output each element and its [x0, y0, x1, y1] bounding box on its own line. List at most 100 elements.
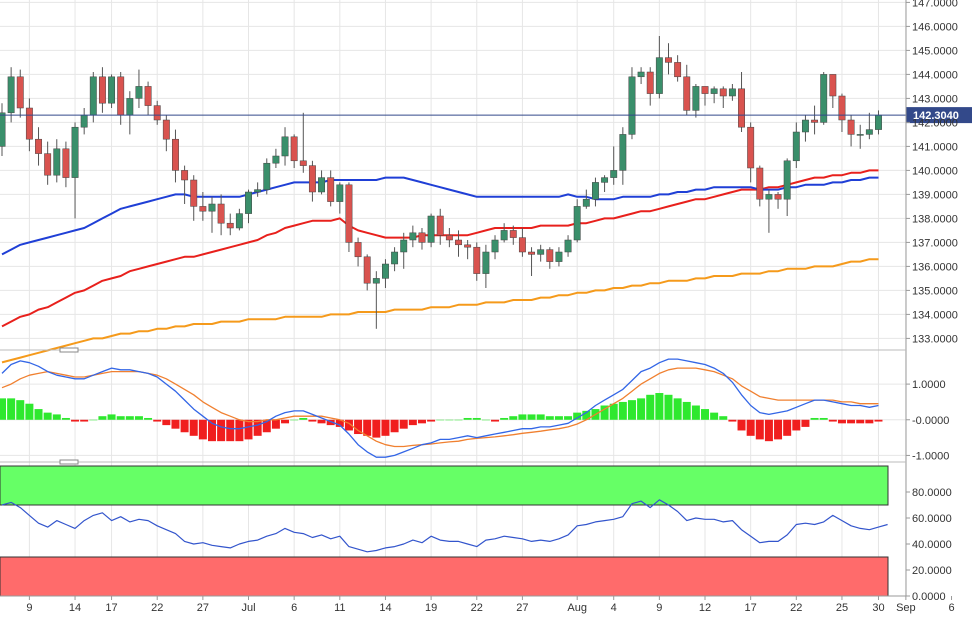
macd-histogram-bar: [153, 419, 162, 422]
candle-body: [80, 114, 88, 128]
candle-body: [308, 165, 316, 193]
macd-histogram-bar: [34, 409, 43, 420]
candle-body: [263, 162, 271, 190]
macd-histogram-bar: [98, 416, 107, 420]
candle-body: [774, 194, 782, 200]
macd-histogram-bar: [107, 414, 116, 420]
candle-body: [491, 239, 499, 253]
macd-histogram-bar: [655, 393, 664, 420]
candle-body: [226, 222, 234, 229]
candle-body: [875, 114, 882, 130]
candle-body: [98, 76, 106, 104]
candle-body: [7, 76, 15, 114]
macd-histogram-bar: [354, 419, 363, 435]
macd-histogram-bar: [865, 419, 874, 424]
macd-histogram-bar: [737, 419, 746, 431]
x-tick-label: 9: [26, 602, 32, 614]
y-tick-label: 147.0000: [912, 0, 958, 9]
candle-body: [738, 88, 745, 128]
candle-body: [518, 237, 526, 253]
x-tick-label: 22: [790, 602, 802, 614]
candle-body: [254, 189, 262, 193]
candle-body: [382, 263, 389, 279]
candle-body: [865, 129, 873, 135]
candle-body: [71, 126, 79, 178]
x-tick-label: 27: [516, 602, 528, 614]
macd-histogram-bar: [80, 419, 89, 422]
rsi-y-tick-label: 20.0000: [912, 565, 952, 577]
macd-histogram-bar: [746, 419, 755, 436]
macd-histogram-bar: [691, 405, 700, 420]
candle-body: [792, 131, 800, 162]
candle-body: [427, 215, 435, 243]
macd-histogram-bar: [7, 398, 16, 420]
macd-histogram-bar: [491, 419, 500, 422]
macd-histogram-bar: [363, 419, 372, 436]
panel-dividers[interactable]: [0, 347, 906, 465]
candle-body: [509, 230, 517, 238]
macd-histogram-bar: [125, 416, 134, 420]
x-tick-label: 6: [948, 602, 954, 614]
candle-body: [400, 239, 408, 253]
x-tick-label: 9: [656, 602, 662, 614]
candle-body: [153, 105, 161, 121]
candle-body: [372, 278, 380, 284]
candle-body: [62, 148, 70, 178]
x-tick-label: 27: [197, 602, 209, 614]
candle-body: [820, 74, 828, 123]
candle-body: [801, 119, 809, 133]
ma-red-line: [1, 169, 879, 328]
macd-histogram-bar: [554, 416, 563, 420]
candle-body: [272, 155, 280, 164]
x-tick-label: 14: [69, 602, 81, 614]
candle-body: [747, 126, 755, 169]
candle-body: [299, 160, 307, 166]
ma-blue-line: [1, 176, 879, 256]
candle-body: [674, 62, 682, 78]
rsi-y-tick-label: 0.0000: [912, 591, 946, 603]
candle-body: [89, 76, 97, 116]
macd-histogram-bar: [664, 394, 673, 420]
candlesticks: [0, 36, 882, 329]
x-tick-label: Sep: [896, 602, 916, 614]
y-tick-label: 134.0000: [912, 309, 958, 321]
macd-histogram-bar: [326, 419, 335, 426]
candle-body: [108, 76, 116, 104]
macd-histogram-bar: [189, 419, 198, 436]
x-tick-label: 22: [471, 602, 483, 614]
macd-histogram-bar: [573, 412, 582, 420]
candle-body: [117, 76, 125, 116]
macd-histogram-bar: [445, 419, 454, 421]
x-tick-label: 11: [334, 602, 345, 614]
y-tick-label: 138.0000: [912, 213, 958, 225]
macd-histogram-bar: [52, 414, 61, 420]
macd-histogram-bar: [262, 419, 271, 433]
panel-resize-handle[interactable]: [59, 347, 79, 353]
macd-histogram-bar: [600, 405, 609, 420]
macd-histogram-bar: [134, 416, 143, 420]
macd-histogram-bar: [500, 417, 509, 420]
macd-histogram-bar: [271, 419, 280, 429]
candle-body: [601, 177, 609, 183]
candle-body: [847, 119, 855, 135]
rsi-y-tick-label: 80.0000: [912, 487, 952, 499]
macd-y-tick-label: -1.0000: [912, 450, 949, 462]
x-tick-label: 14: [379, 602, 391, 614]
candle-body: [172, 138, 179, 171]
panel-resize-handle[interactable]: [59, 459, 79, 465]
macd-histogram-bar: [710, 412, 719, 420]
candle-body: [345, 184, 353, 243]
macd-histogram-bar: [518, 414, 527, 420]
candle-body: [692, 86, 700, 111]
x-tick-label: 22: [151, 602, 163, 614]
macd-panel: [0, 358, 883, 458]
candle-body: [582, 198, 590, 207]
macd-histogram-bar: [481, 419, 490, 421]
y-tick-label: 135.0000: [912, 285, 958, 297]
y-tick-label: 137.0000: [912, 237, 958, 249]
macd-histogram-bar: [344, 419, 353, 431]
macd-histogram-bar: [399, 419, 408, 429]
macd-histogram-bar: [582, 410, 591, 420]
oversold-zone: [0, 556, 889, 597]
